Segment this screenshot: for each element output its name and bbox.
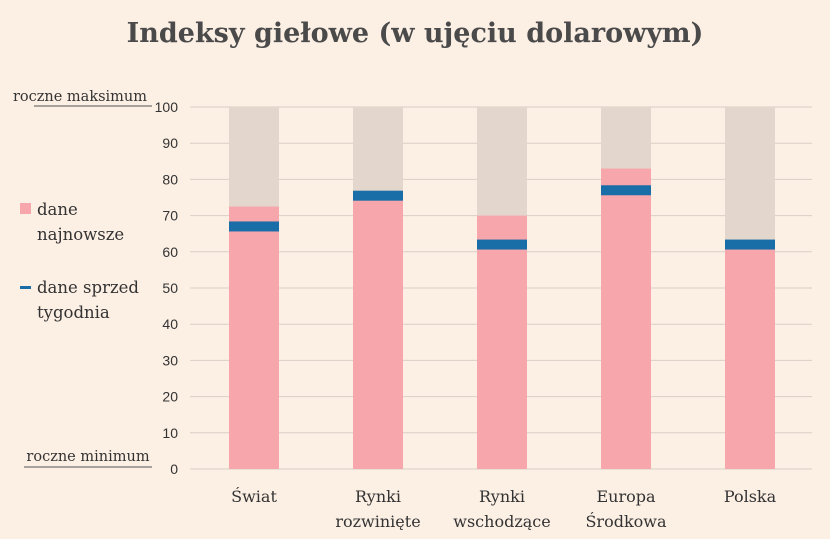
y-tick-label: 20 — [162, 389, 178, 405]
y-tick-label: 70 — [162, 208, 178, 224]
x-category-label: Europa — [596, 487, 656, 506]
latest-bar — [353, 193, 403, 469]
y-tick-label: 60 — [162, 244, 178, 260]
y-tick-label: 30 — [162, 352, 178, 368]
x-category-label: Rynki — [479, 487, 525, 506]
x-category-label: Świat — [231, 486, 277, 506]
legend-week-ago-label: dane sprzed — [37, 278, 139, 297]
x-category-label: wschodzące — [453, 512, 550, 531]
x-category-label: Rynki — [355, 487, 401, 506]
latest-bar — [229, 206, 279, 470]
y-axis: 0 10 20 30 40 50 60 70 80 90 100 — [155, 99, 179, 477]
legend: dane najnowsze dane sprzed tygodnia — [20, 200, 139, 322]
x-category-label: Środkowa — [585, 511, 667, 531]
y-tick-label: 40 — [162, 316, 178, 332]
legend-latest-swatch — [20, 203, 31, 214]
chart-title: Indeksy giełowe (w ujęciu dolarowym) — [127, 18, 704, 49]
x-category-label: rozwinięte — [335, 512, 420, 531]
range-max-label: roczne maksimum — [13, 89, 147, 105]
week-ago-marker — [477, 239, 527, 250]
legend-week-ago-label: tygodnia — [37, 303, 110, 322]
range-min-label: roczne minimum — [26, 449, 149, 465]
y-tick-label: 90 — [162, 135, 178, 151]
y-tick-label: 80 — [162, 171, 178, 187]
y-tick-label: 0 — [170, 461, 178, 477]
legend-latest-label: najnowsze — [37, 225, 124, 244]
week-ago-marker — [725, 239, 775, 250]
week-ago-marker — [601, 185, 651, 196]
latest-bar — [725, 248, 775, 469]
y-tick-label: 10 — [162, 425, 178, 441]
latest-bar — [477, 215, 527, 469]
week-ago-marker — [353, 190, 403, 201]
legend-latest-label: dane — [37, 200, 78, 219]
bars — [229, 107, 775, 470]
y-tick-label: 50 — [162, 280, 178, 296]
x-category-label: Polska — [724, 487, 777, 506]
range-labels: roczne maksimum roczne minimum — [13, 89, 152, 468]
legend-week-ago-swatch — [20, 286, 31, 289]
x-axis: Świat Rynki rozwinięte Rynki wschodzące Europ… — [231, 486, 776, 531]
latest-bar — [601, 168, 651, 470]
week-ago-marker — [229, 221, 279, 232]
y-tick-label: 100 — [155, 99, 179, 115]
